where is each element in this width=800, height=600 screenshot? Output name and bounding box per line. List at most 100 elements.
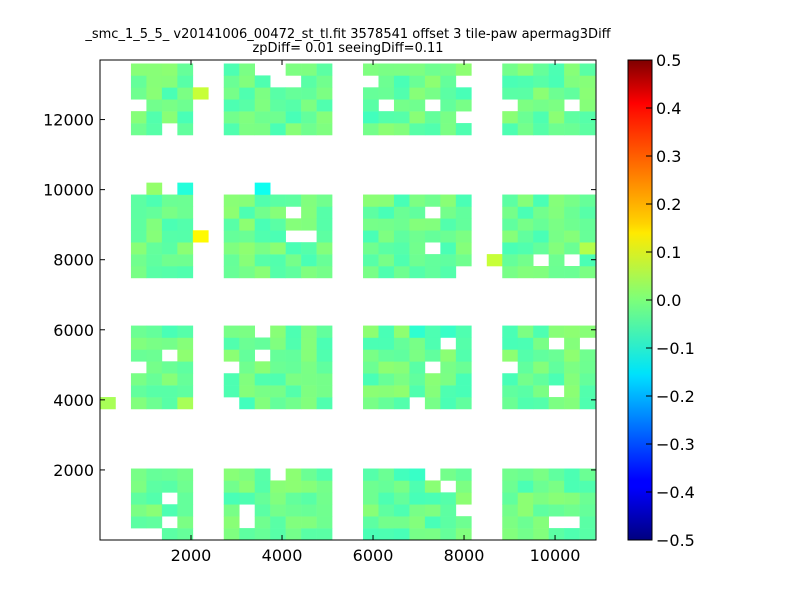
heatmap-cell bbox=[548, 87, 565, 100]
heatmap-cell bbox=[548, 99, 565, 112]
heatmap-cell bbox=[161, 480, 178, 493]
heatmap-cell bbox=[146, 218, 163, 231]
heatmap-cell bbox=[424, 75, 441, 88]
heatmap-cell bbox=[254, 385, 271, 398]
heatmap-cell bbox=[161, 325, 178, 338]
heatmap-cell bbox=[548, 492, 565, 505]
heatmap-cell bbox=[363, 242, 379, 255]
heatmap-cell bbox=[316, 63, 333, 76]
heatmap-cell bbox=[548, 349, 565, 362]
heatmap-cell bbox=[285, 361, 302, 374]
heatmap-cell bbox=[363, 194, 379, 207]
heatmap-cell bbox=[239, 480, 256, 493]
heatmap-cell bbox=[363, 123, 379, 136]
heatmap-cell bbox=[130, 337, 147, 350]
heatmap-cell bbox=[146, 361, 163, 374]
heatmap-cell bbox=[301, 266, 317, 279]
heatmap-cell bbox=[177, 230, 194, 243]
heatmap-cell bbox=[192, 230, 209, 243]
heatmap-cell bbox=[502, 385, 519, 398]
heatmap-cell bbox=[502, 206, 519, 219]
colorbar-tick-label: −0.5 bbox=[656, 531, 695, 550]
heatmap-cell bbox=[223, 111, 240, 124]
heatmap-cell bbox=[223, 492, 240, 505]
heatmap-cell bbox=[270, 325, 286, 338]
heatmap-cell bbox=[223, 385, 240, 398]
heatmap-cell bbox=[301, 385, 317, 398]
heatmap-cell bbox=[393, 123, 410, 136]
heatmap-cell bbox=[254, 480, 271, 493]
heatmap-cell bbox=[455, 242, 472, 255]
heatmap-cell bbox=[564, 75, 580, 88]
heatmap-cell bbox=[177, 468, 194, 481]
heatmap-cell bbox=[533, 528, 549, 541]
heatmap-cell bbox=[285, 194, 302, 207]
heatmap-cell bbox=[517, 468, 534, 481]
heatmap-cell bbox=[455, 349, 472, 362]
heatmap-cell bbox=[254, 504, 271, 517]
heatmap-cell bbox=[533, 75, 549, 88]
heatmap-cell bbox=[517, 254, 534, 267]
heatmap-cell bbox=[285, 87, 302, 100]
heatmap-cell bbox=[533, 206, 549, 219]
y-tick-label: 2000 bbox=[53, 461, 94, 480]
heatmap-cell bbox=[270, 266, 286, 279]
heatmap-cell bbox=[455, 516, 472, 529]
heatmap-cell bbox=[579, 397, 596, 410]
heatmap-cell bbox=[223, 242, 240, 255]
heatmap-cell bbox=[393, 111, 410, 124]
heatmap-cell bbox=[440, 373, 457, 386]
heatmap-cell bbox=[177, 361, 194, 374]
heatmap-cell bbox=[378, 218, 395, 231]
heatmap-cell bbox=[579, 123, 596, 136]
y-tick-label: 12000 bbox=[43, 111, 94, 130]
heatmap-cell bbox=[363, 230, 379, 243]
heatmap-cell bbox=[455, 492, 472, 505]
heatmap-cell bbox=[363, 516, 379, 529]
heatmap-cell bbox=[533, 397, 549, 410]
heatmap-cell bbox=[393, 230, 410, 243]
heatmap-cell bbox=[409, 349, 426, 362]
heatmap-cell bbox=[393, 325, 410, 338]
heatmap-cell bbox=[564, 385, 580, 398]
heatmap-cell bbox=[161, 242, 178, 255]
heatmap-cell bbox=[393, 194, 410, 207]
heatmap-cell bbox=[146, 206, 163, 219]
heatmap-cell bbox=[130, 206, 147, 219]
heatmap-cell bbox=[301, 397, 317, 410]
heatmap-cell bbox=[285, 63, 302, 76]
heatmap-cell bbox=[517, 397, 534, 410]
heatmap-cell bbox=[285, 111, 302, 124]
heatmap-cell bbox=[393, 206, 410, 219]
heatmap-cell bbox=[285, 480, 302, 493]
heatmap-cell bbox=[409, 242, 426, 255]
heatmap-cell bbox=[393, 504, 410, 517]
heatmap-cell bbox=[223, 480, 240, 493]
heatmap-cell bbox=[424, 254, 441, 267]
heatmap-cell bbox=[161, 254, 178, 267]
heatmap-cell bbox=[533, 373, 549, 386]
heatmap-cell bbox=[533, 218, 549, 231]
heatmap-cell bbox=[363, 325, 379, 338]
heatmap-cell bbox=[239, 385, 256, 398]
heatmap-cell bbox=[378, 254, 395, 267]
heatmap-cell bbox=[440, 230, 457, 243]
heatmap-cell bbox=[146, 504, 163, 517]
heatmap-cell bbox=[363, 87, 379, 100]
heatmap-cell bbox=[579, 111, 596, 124]
heatmap-cell bbox=[146, 99, 163, 112]
heatmap-cell bbox=[502, 397, 519, 410]
heatmap-cell bbox=[517, 63, 534, 76]
heatmap-cell bbox=[440, 492, 457, 505]
heatmap-cell bbox=[270, 123, 286, 136]
heatmap-cell bbox=[517, 373, 534, 386]
heatmap-cell bbox=[424, 230, 441, 243]
heatmap-cell bbox=[285, 123, 302, 136]
heatmap-cell bbox=[146, 266, 163, 279]
heatmap-cell bbox=[409, 218, 426, 231]
heatmap-cell bbox=[409, 123, 426, 136]
heatmap-cell bbox=[502, 492, 519, 505]
heatmap-cell bbox=[455, 194, 472, 207]
heatmap-cell bbox=[316, 111, 333, 124]
heatmap-cell bbox=[146, 230, 163, 243]
